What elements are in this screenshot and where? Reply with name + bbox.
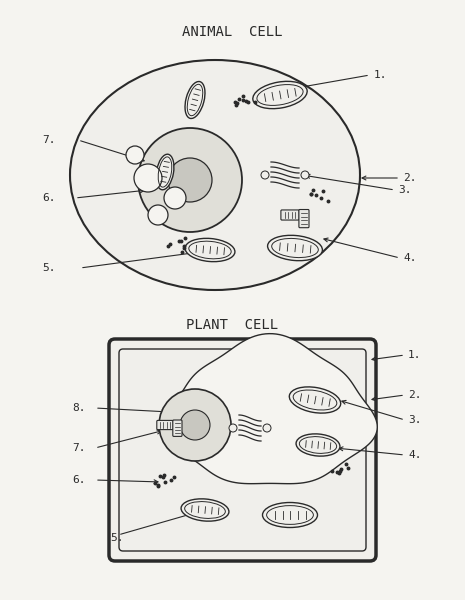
FancyBboxPatch shape [281, 210, 299, 220]
Text: 7.: 7. [42, 135, 55, 145]
Circle shape [134, 164, 162, 192]
Text: 4.: 4. [403, 253, 417, 263]
Circle shape [138, 128, 242, 232]
Text: 2.: 2. [403, 173, 417, 183]
Text: 1.: 1. [408, 350, 421, 360]
Circle shape [126, 146, 144, 164]
Text: 8.: 8. [72, 403, 86, 413]
Circle shape [229, 424, 237, 432]
Ellipse shape [289, 387, 341, 413]
Circle shape [148, 205, 168, 225]
Text: 5.: 5. [110, 533, 124, 543]
Circle shape [301, 171, 309, 179]
Text: 6.: 6. [72, 475, 86, 485]
Text: PLANT  CELL: PLANT CELL [186, 318, 278, 332]
Text: ANIMAL  CELL: ANIMAL CELL [182, 25, 282, 39]
Circle shape [164, 187, 186, 209]
Text: 7.: 7. [72, 443, 86, 453]
Ellipse shape [253, 82, 307, 109]
Text: 3.: 3. [398, 185, 412, 195]
Text: 1.: 1. [374, 70, 387, 80]
Circle shape [180, 410, 210, 440]
Circle shape [263, 424, 271, 432]
Circle shape [261, 171, 269, 179]
Ellipse shape [181, 499, 229, 521]
FancyBboxPatch shape [299, 209, 309, 227]
Ellipse shape [185, 82, 205, 118]
Ellipse shape [156, 154, 174, 190]
Circle shape [159, 389, 231, 461]
Polygon shape [163, 334, 377, 484]
FancyBboxPatch shape [173, 420, 182, 436]
Text: 5.: 5. [42, 263, 55, 273]
Text: 3.: 3. [408, 415, 421, 425]
Circle shape [168, 158, 212, 202]
Ellipse shape [263, 503, 318, 527]
Text: 2.: 2. [408, 390, 421, 400]
Ellipse shape [296, 434, 340, 456]
Ellipse shape [267, 235, 322, 260]
Text: 4.: 4. [408, 450, 421, 460]
FancyBboxPatch shape [109, 339, 376, 561]
Ellipse shape [70, 60, 360, 290]
Ellipse shape [185, 238, 235, 262]
FancyBboxPatch shape [157, 421, 173, 430]
Text: 6.: 6. [42, 193, 55, 203]
